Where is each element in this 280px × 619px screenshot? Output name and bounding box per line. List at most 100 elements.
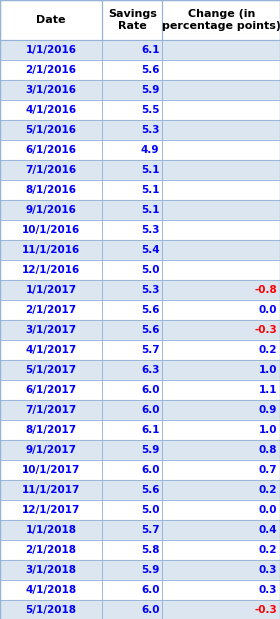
Bar	[0, 180, 102, 200]
Text: Savings
Rate: Savings Rate	[108, 9, 157, 31]
Bar	[0, 120, 102, 140]
Bar	[0, 100, 280, 120]
Text: 2/1/2018: 2/1/2018	[25, 545, 77, 555]
Bar	[0, 580, 102, 600]
Bar	[0, 440, 280, 460]
Text: 0.2: 0.2	[258, 545, 277, 555]
Text: 0.8: 0.8	[258, 445, 277, 455]
Bar	[162, 400, 280, 420]
Bar	[162, 580, 280, 600]
Bar	[162, 200, 280, 220]
Bar	[102, 300, 162, 320]
Bar	[162, 300, 280, 320]
Bar	[102, 360, 162, 380]
Bar	[0, 220, 102, 240]
Text: 6.3: 6.3	[141, 365, 159, 375]
Text: 5.0: 5.0	[141, 505, 159, 515]
Bar	[0, 280, 280, 300]
Bar	[0, 280, 102, 300]
Bar	[0, 260, 280, 280]
Bar	[0, 400, 280, 420]
Text: 8/1/2016: 8/1/2016	[25, 185, 77, 195]
Bar	[102, 340, 162, 360]
Bar	[162, 360, 280, 380]
Bar	[102, 280, 162, 300]
Bar	[102, 320, 162, 340]
Text: 0.4: 0.4	[258, 525, 277, 535]
Bar	[162, 500, 280, 520]
Text: 5.6: 5.6	[141, 65, 159, 75]
Bar	[162, 540, 280, 560]
Bar	[102, 140, 162, 160]
Text: 0.0: 0.0	[258, 505, 277, 515]
Text: Date: Date	[36, 15, 66, 25]
Bar	[102, 40, 162, 60]
Bar	[102, 260, 162, 280]
Text: 6.0: 6.0	[141, 585, 159, 595]
Bar	[0, 400, 102, 420]
Bar	[0, 60, 102, 80]
Bar	[102, 240, 162, 260]
Text: -0.3: -0.3	[254, 605, 277, 615]
Bar	[102, 380, 162, 400]
Bar	[0, 420, 102, 440]
Text: 5.6: 5.6	[141, 305, 159, 315]
Bar	[102, 160, 162, 180]
Text: 5.6: 5.6	[141, 325, 159, 335]
Text: 7/1/2016: 7/1/2016	[25, 165, 77, 175]
Bar	[0, 40, 102, 60]
Bar	[0, 120, 280, 140]
Bar	[0, 500, 280, 520]
Bar	[162, 260, 280, 280]
Bar	[0, 520, 280, 540]
Text: 5.7: 5.7	[141, 525, 159, 535]
Text: 0.7: 0.7	[258, 465, 277, 475]
Bar	[162, 340, 280, 360]
Bar	[102, 500, 162, 520]
Text: 4/1/2018: 4/1/2018	[25, 585, 77, 595]
Bar	[162, 600, 280, 619]
Bar	[0, 600, 102, 619]
Bar	[102, 0, 162, 40]
Text: 5.1: 5.1	[141, 185, 159, 195]
Bar	[102, 600, 162, 619]
Text: 5.1: 5.1	[141, 205, 159, 215]
Bar	[0, 520, 102, 540]
Bar	[0, 240, 280, 260]
Text: 5.9: 5.9	[141, 565, 159, 575]
Text: 0.3: 0.3	[258, 565, 277, 575]
Text: 6.0: 6.0	[141, 385, 159, 395]
Bar	[0, 140, 280, 160]
Text: 6/1/2017: 6/1/2017	[25, 385, 77, 395]
Bar	[0, 0, 102, 40]
Bar	[0, 140, 102, 160]
Bar	[102, 520, 162, 540]
Bar	[0, 540, 102, 560]
Bar	[102, 460, 162, 480]
Text: 4.9: 4.9	[141, 145, 159, 155]
Text: 1.0: 1.0	[258, 425, 277, 435]
Text: 5/1/2018: 5/1/2018	[25, 605, 77, 615]
Bar	[102, 60, 162, 80]
Bar	[162, 460, 280, 480]
Bar	[0, 320, 102, 340]
Text: 7/1/2017: 7/1/2017	[25, 405, 77, 415]
Bar	[162, 520, 280, 540]
Bar	[0, 340, 280, 360]
Bar	[162, 0, 280, 40]
Bar	[162, 160, 280, 180]
Bar	[102, 80, 162, 100]
Bar	[102, 200, 162, 220]
Bar	[0, 560, 280, 580]
Text: 0.9: 0.9	[259, 405, 277, 415]
Text: -0.8: -0.8	[254, 285, 277, 295]
Bar	[0, 360, 280, 380]
Text: 5.6: 5.6	[141, 485, 159, 495]
Text: 5.0: 5.0	[141, 265, 159, 275]
Bar	[0, 0, 280, 40]
Text: 6.1: 6.1	[141, 425, 159, 435]
Bar	[102, 480, 162, 500]
Text: 5/1/2017: 5/1/2017	[25, 365, 77, 375]
Bar	[162, 220, 280, 240]
Bar	[162, 420, 280, 440]
